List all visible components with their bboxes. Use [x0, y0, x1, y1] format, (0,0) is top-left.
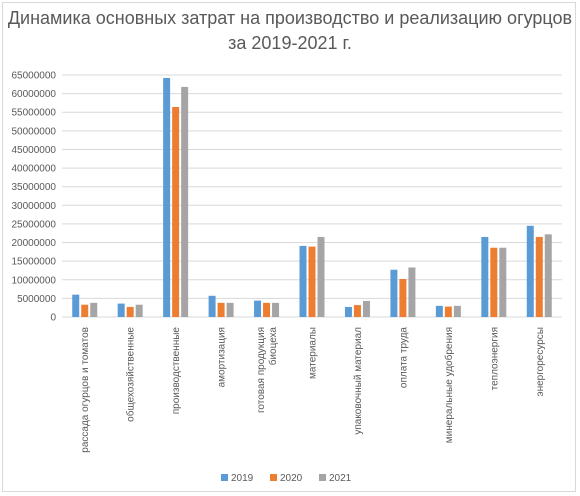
x-tick-label: энергоресурсы [535, 327, 546, 397]
x-tick-label: минеральные удобрения [443, 327, 455, 443]
x-tick-label: амортизация [217, 327, 228, 387]
legend-label-2020: 2020 [280, 473, 303, 484]
bar-2019-2 [117, 303, 125, 317]
bar-2021-11 [544, 234, 552, 317]
x-tick-label: рассада огурцов и томатов [80, 327, 91, 453]
y-tick-label: 15000000 [12, 257, 57, 268]
bar-2019-7 [344, 306, 352, 317]
bar-2020-1 [81, 304, 89, 317]
bar-2021-7 [362, 300, 370, 317]
y-tick-label: 65000000 [12, 71, 57, 82]
x-tick-label: упаковочный материал [353, 327, 364, 435]
bar-2021-8 [408, 267, 416, 317]
bar-2020-5 [263, 302, 271, 317]
bar-2021-1 [90, 302, 98, 317]
bar-2020-6 [308, 246, 316, 317]
legend-swatch-2021 [319, 474, 326, 481]
bar-2020-11 [535, 236, 543, 317]
bar-2019-9 [435, 305, 443, 317]
legend-swatch-2019 [221, 474, 228, 481]
legend-label-2021: 2021 [329, 473, 352, 484]
chart-title-line-2: за 2019-2021 г. [228, 33, 352, 53]
bar-2021-4 [226, 302, 234, 317]
bar-2019-4 [208, 295, 216, 317]
bar-2021-2 [135, 304, 143, 317]
legend-swatch-2020 [270, 474, 277, 481]
bar-2019-8 [390, 269, 398, 317]
y-tick-label: 45000000 [12, 145, 57, 156]
x-tick-label: общехозяйственные [125, 327, 137, 422]
y-tick-label: 40000000 [12, 164, 57, 175]
y-tick-label: 25000000 [12, 219, 57, 230]
bar-2021-5 [272, 302, 280, 317]
bar-2020-2 [126, 306, 134, 317]
bar-2020-3 [172, 107, 180, 318]
bar-2021-10 [499, 247, 507, 317]
x-tick-label: теплоэнергия [489, 327, 500, 390]
bar-2019-5 [254, 300, 262, 317]
y-tick-label: 60000000 [12, 89, 57, 100]
x-tick-label: биоцеха [267, 327, 279, 366]
y-tick-label: 20000000 [12, 238, 57, 249]
x-tick-label: производственные [171, 327, 182, 415]
y-tick-label: 30000000 [12, 201, 57, 212]
y-tick-label: 50000000 [12, 126, 57, 137]
bar-2020-7 [353, 305, 361, 317]
bar-2019-11 [526, 225, 534, 317]
bar-2020-9 [444, 306, 452, 317]
x-tick-label: материалы [308, 327, 319, 379]
bar-2021-9 [453, 305, 461, 317]
y-tick-label: 0 [50, 313, 56, 324]
bar-2021-3 [181, 86, 189, 317]
y-tick-label: 5000000 [17, 294, 56, 305]
chart-frame [2, 2, 576, 492]
bar-2021-6 [317, 236, 325, 317]
bar-2019-10 [481, 236, 489, 317]
bar-2020-4 [217, 302, 225, 317]
y-tick-label: 55000000 [12, 108, 57, 119]
bar-2019-1 [72, 294, 80, 317]
y-tick-label: 10000000 [12, 275, 57, 286]
x-tick-label: готовая продукция [256, 327, 267, 413]
y-tick-label: 35000000 [12, 182, 57, 193]
bar-2020-10 [490, 247, 498, 317]
bar-2020-8 [399, 279, 407, 317]
x-tick-label: оплата труда [398, 327, 409, 388]
bar-2019-6 [299, 245, 307, 317]
bar-2019-3 [163, 77, 171, 317]
chart-title-line-1: Динамика основных затрат на производство… [8, 8, 572, 28]
legend-label-2019: 2019 [231, 473, 254, 484]
